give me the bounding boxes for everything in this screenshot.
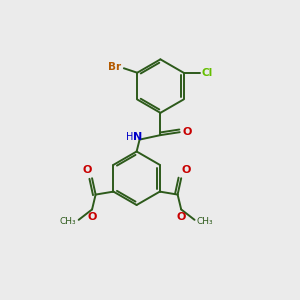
Text: CH₃: CH₃ (197, 217, 214, 226)
Text: O: O (82, 165, 92, 175)
Text: H: H (126, 132, 134, 142)
Text: CH₃: CH₃ (60, 217, 76, 226)
Text: O: O (87, 212, 97, 222)
Text: Cl: Cl (201, 68, 213, 78)
Text: Br: Br (108, 62, 122, 72)
Text: O: O (176, 212, 186, 222)
Text: O: O (182, 165, 191, 175)
Text: N: N (134, 132, 143, 142)
Text: O: O (182, 127, 191, 137)
